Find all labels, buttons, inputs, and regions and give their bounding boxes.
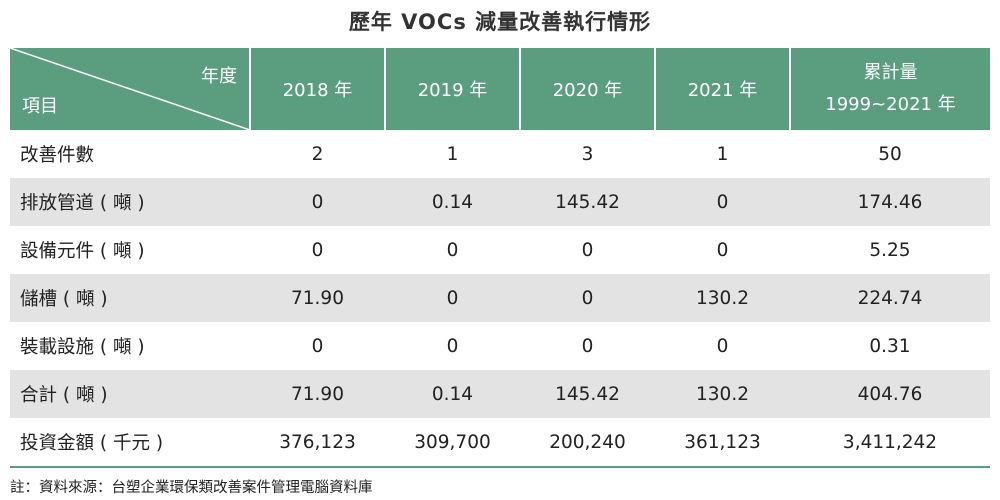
corner-header-cell: 年度 項目 xyxy=(10,48,251,130)
table-row: 裝載設施 ( 噸 ) 0 0 0 0 0.31 xyxy=(10,322,990,370)
cell-value: 0 xyxy=(655,178,790,226)
cell-value: 0 xyxy=(581,335,594,357)
cell-value: 0 xyxy=(311,239,324,261)
cumulative-range: 1999~2021 年 xyxy=(825,94,956,115)
corner-year-label: 年度 xyxy=(201,66,237,87)
row-label: 儲槽 ( 噸 ) xyxy=(10,274,250,322)
row-label: 改善件數 xyxy=(20,145,95,166)
cell-value: 145.42 xyxy=(520,178,655,226)
cell-value: 0.31 xyxy=(869,335,911,357)
cell-value: 0 xyxy=(446,239,459,261)
cell-value: 71.90 xyxy=(250,370,385,418)
cell-value: 0 xyxy=(716,335,729,357)
cell-value: 0 xyxy=(446,335,459,357)
corner-item-label: 項目 xyxy=(22,96,58,117)
cell-value: 145.42 xyxy=(520,370,655,418)
row-label: 裝載設施 ( 噸 ) xyxy=(20,337,145,358)
year-header-2018: 2018 年 xyxy=(250,48,386,130)
cell-value: 3,411,242 xyxy=(790,418,990,468)
cell-value: 130.2 xyxy=(655,274,790,322)
row-label: 設備元件 ( 噸 ) xyxy=(20,241,145,262)
cell-value: 0.14 xyxy=(385,178,520,226)
cell-value: 0 xyxy=(311,335,324,357)
row-label: 合計 ( 噸 ) xyxy=(10,370,250,418)
cell-value: 1 xyxy=(446,143,459,165)
table-row: 儲槽 ( 噸 ) 71.90 0 0 130.2 224.74 xyxy=(10,274,990,322)
cell-value: 200,240 xyxy=(520,418,655,468)
year-header-2019: 2019 年 xyxy=(385,48,521,130)
table-row: 合計 ( 噸 ) 71.90 0.14 145.42 130.2 404.76 xyxy=(10,370,990,418)
cumulative-header: 累計量 1999~2021 年 xyxy=(790,48,990,130)
cumulative-title: 累計量 xyxy=(863,62,918,83)
cell-value: 376,123 xyxy=(250,418,385,468)
diagonal-divider xyxy=(10,48,250,130)
cell-value: 174.46 xyxy=(790,178,990,226)
cell-value: 71.90 xyxy=(250,274,385,322)
cell-value: 0 xyxy=(716,239,729,261)
cell-value: 1 xyxy=(716,143,729,165)
cell-value: 224.74 xyxy=(790,274,990,322)
cell-value: 404.76 xyxy=(790,370,990,418)
cell-value: 0 xyxy=(385,274,520,322)
header-row: 年度 項目 2018 年 2019 年 2020 年 2021 年 累計量 19… xyxy=(10,48,990,130)
cell-value: 130.2 xyxy=(655,370,790,418)
table-row: 排放管道 ( 噸 ) 0 0.14 145.42 0 174.46 xyxy=(10,178,990,226)
voc-reduction-table: 年度 項目 2018 年 2019 年 2020 年 2021 年 累計量 19… xyxy=(10,48,990,468)
source-note: 註：資料來源：台塑企業環保類改善案件管理電腦資料庫 xyxy=(10,480,373,496)
year-header-2020: 2020 年 xyxy=(520,48,656,130)
cell-value: 361,123 xyxy=(655,418,790,468)
year-header-2021: 2021 年 xyxy=(655,48,791,130)
cell-value: 0.14 xyxy=(385,370,520,418)
table-row: 改善件數 2 1 3 1 50 xyxy=(10,130,990,178)
cell-value: 50 xyxy=(878,143,902,165)
cell-value: 2 xyxy=(311,143,324,165)
table-row: 設備元件 ( 噸 ) 0 0 0 0 5.25 xyxy=(10,226,990,274)
cell-value: 0 xyxy=(520,274,655,322)
row-label: 投資金額 ( 千元 ) xyxy=(10,418,250,468)
table-row: 投資金額 ( 千元 ) 376,123 309,700 200,240 361,… xyxy=(10,418,990,468)
row-label: 排放管道 ( 噸 ) xyxy=(10,178,250,226)
cell-value: 0 xyxy=(581,239,594,261)
cell-value: 3 xyxy=(581,143,594,165)
cell-value: 5.25 xyxy=(869,239,911,261)
cell-value: 309,700 xyxy=(385,418,520,468)
cell-value: 0 xyxy=(250,178,385,226)
table-title: 歷年 VOCs 減量改善執行情形 xyxy=(348,10,652,34)
